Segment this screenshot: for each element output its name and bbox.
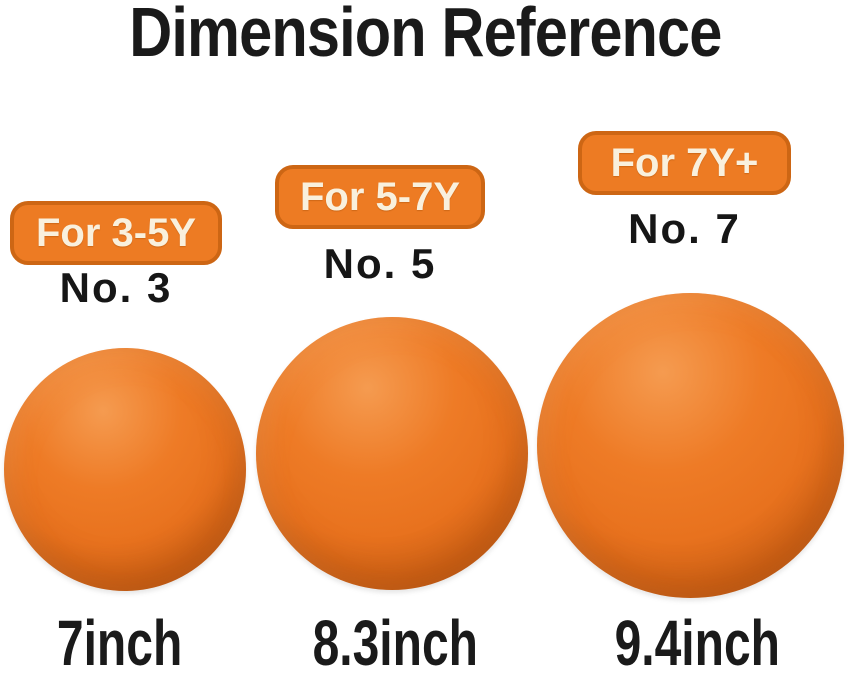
- page-title: Dimension Reference: [0, 0, 850, 72]
- age-badge-3-5y-label: For 3-5Y: [35, 210, 197, 255]
- orange-foam-ball-no5-image: [256, 317, 528, 590]
- age-badge-5-7y: For 5-7Y: [275, 165, 485, 229]
- age-badge-3-5y: For 3-5Y: [10, 201, 222, 265]
- size-label-8-3inch: 8.3inch: [285, 606, 485, 678]
- age-badge-5-7y-label: For 5-7Y: [299, 174, 461, 219]
- orange-foam-ball-no7-image: [537, 293, 844, 598]
- size-label-9-4inch-text: 9.4inch: [614, 607, 780, 678]
- size-label-7inch-text: 7inch: [57, 607, 183, 678]
- ball-number-label-no3: No. 3: [59, 264, 173, 311]
- age-badge-7yplus-label: For 7Y+: [610, 140, 759, 185]
- age-badge-7yplus: For 7Y+: [578, 131, 791, 195]
- size-label-9-4inch: 9.4inch: [587, 606, 807, 678]
- orange-foam-ball-no3-image: [4, 348, 246, 591]
- ball-number-label-no7: No. 7: [628, 205, 741, 252]
- page-title-text: Dimension Reference: [128, 0, 722, 71]
- size-label-7inch: 7inch: [20, 606, 220, 678]
- size-label-8-3inch-text: 8.3inch: [312, 607, 478, 678]
- ball-number-label-no5: No. 5: [323, 240, 437, 287]
